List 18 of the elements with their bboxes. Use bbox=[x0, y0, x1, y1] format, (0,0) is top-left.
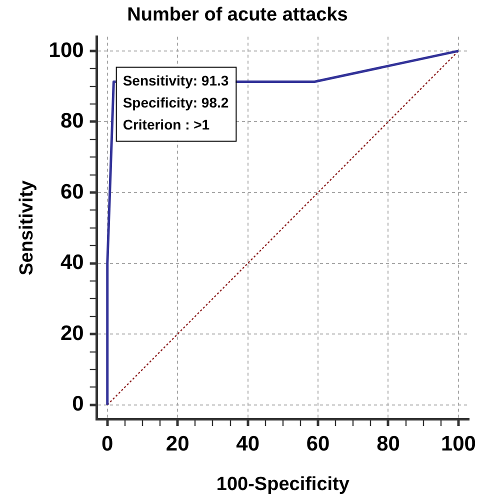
annotation: Criterion : >1 bbox=[122, 116, 210, 133]
x-axis-title: 100-Specificity bbox=[216, 474, 350, 495]
y-tick-label: 0 bbox=[72, 392, 84, 416]
y-tick-label: 40 bbox=[60, 251, 84, 274]
annotation: Sensitivity: 91.3 bbox=[122, 72, 229, 89]
chart-title: Number of acute attacks bbox=[127, 4, 348, 26]
y-tick-label: 60 bbox=[60, 180, 84, 204]
y-tick-label: 20 bbox=[60, 322, 84, 345]
x-tick-label: 0 bbox=[102, 432, 114, 456]
x-tick-label: 100 bbox=[440, 432, 476, 456]
y-axis-title: Sensitivity bbox=[16, 180, 38, 276]
y-tick-label: 80 bbox=[60, 110, 84, 133]
annotation: Specificity: 98.2 bbox=[122, 94, 229, 111]
x-tick-label: 40 bbox=[236, 432, 260, 456]
x-tick-label: 60 bbox=[306, 432, 330, 456]
x-tick-label: 20 bbox=[166, 432, 190, 456]
y-tick-label: 100 bbox=[48, 38, 84, 62]
x-tick-label: 80 bbox=[376, 432, 400, 456]
